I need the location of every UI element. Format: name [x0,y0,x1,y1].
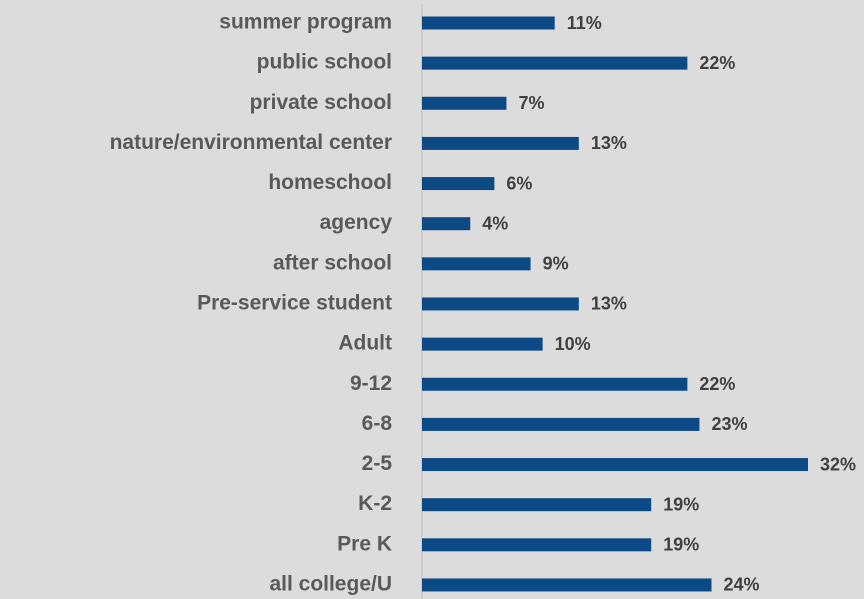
value-label: 19% [663,494,699,514]
bar [422,297,579,311]
bar [422,458,808,472]
category-label: nature/environmental center [110,131,392,154]
category-label: all college/U [269,573,392,596]
bar [422,217,471,231]
value-label: 19% [663,535,699,555]
category-label: Pre-service student [197,292,392,315]
bar [422,257,531,271]
bar [422,337,543,351]
value-label: 13% [591,133,627,153]
category-label: 6-8 [362,412,393,435]
value-label: 6% [506,173,532,193]
category-label: private school [250,91,392,114]
category-label: K-2 [358,492,392,515]
bar [422,177,495,191]
value-label: 4% [482,213,508,233]
category-label: Adult [338,332,392,355]
value-label: 23% [711,414,747,434]
category-label: public school [257,51,392,74]
bar [422,16,555,30]
bar [422,136,579,150]
bar [422,417,700,431]
category-label: 2-5 [362,452,393,475]
value-label: 11% [567,13,602,33]
bar [422,538,652,552]
value-label: 13% [591,294,627,314]
category-label: summer program [219,11,392,34]
bar [422,56,688,70]
category-label: agency [320,211,393,234]
category-label: homeschool [268,171,392,194]
category-label: Pre K [337,532,392,555]
value-label: 24% [724,575,760,595]
bar [422,498,652,512]
value-label: 22% [699,374,735,394]
category-label: after school [273,251,392,274]
bar [422,578,712,592]
value-label: 10% [555,334,591,354]
value-label: 9% [543,254,569,274]
value-label: 7% [518,93,544,113]
bar [422,96,507,110]
value-label: 22% [699,53,735,73]
category-label: 9-12 [350,372,392,395]
bar [422,377,688,391]
value-label: 32% [820,454,856,474]
